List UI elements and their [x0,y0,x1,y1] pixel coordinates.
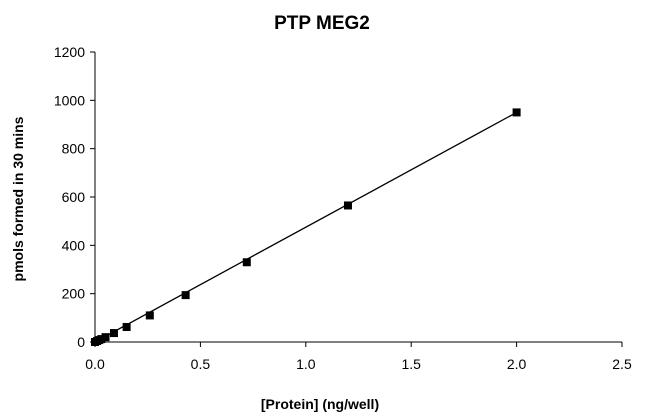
y-tick-label: 600 [62,189,86,205]
y-tick-label: 1200 [54,44,85,60]
x-axis-label: [Protein] (ng/well) [261,396,379,412]
y-tick-label: 400 [62,237,86,253]
y-tick-label: 200 [62,286,86,302]
y-axis-label: pmols formed in 30 mins [10,116,26,281]
data-point [145,311,154,320]
data-point [101,333,110,342]
x-tick-label: 2.5 [612,356,632,372]
y-tick-label: 0 [77,334,85,350]
data-point [512,108,521,117]
y-tick-label: 1000 [54,92,85,108]
trendline [94,111,517,343]
data-point [109,329,118,338]
data-point [97,335,106,344]
plot-area: 0 200 400 600 800 1000 1200 0.0 0.5 1.0 1.5 2.0 2.5 [54,44,632,372]
x-tick-label: 0.5 [191,356,211,372]
data-point [343,201,352,210]
x-tick-label: 0.0 [85,356,105,372]
data-point [242,258,251,267]
x-tick-label: 1.5 [401,356,421,372]
chart-title: PTP MEG2 [274,13,370,34]
data-point [122,323,131,332]
y-tick-label: 800 [62,141,86,157]
x-tick-label: 1.0 [296,356,316,372]
data-point [181,291,190,300]
x-tick-label: 2.0 [507,356,527,372]
